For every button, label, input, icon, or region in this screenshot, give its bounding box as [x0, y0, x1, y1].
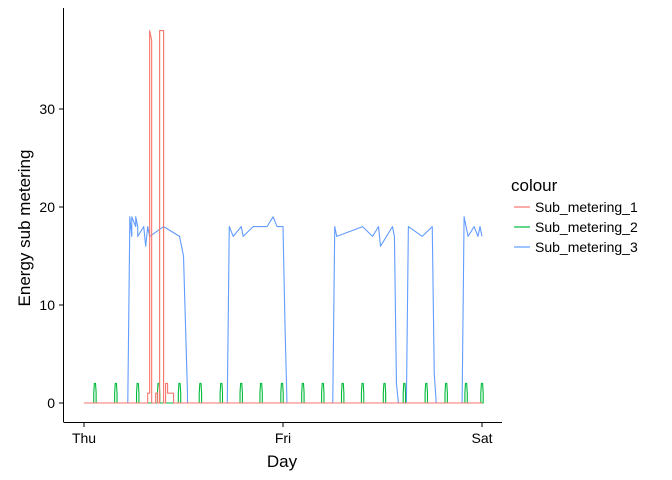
sub-metering-3-legend-label: Sub_metering_3	[535, 239, 638, 255]
y-ticks: 0 10 20 30	[39, 101, 64, 411]
y-tick-label: 10	[39, 297, 55, 313]
y-axis-title: Energy sub metering	[15, 150, 34, 307]
plot-area	[84, 30, 484, 404]
x-axis-title: Day	[267, 452, 298, 471]
axes: 0 10 20 30 Thu Fri Sat	[39, 8, 502, 446]
legend-title: colour	[511, 176, 558, 195]
sub-metering-2-legend-label: Sub_metering_2	[535, 219, 638, 235]
x-tick-label: Thu	[72, 430, 96, 446]
sub-metering-1-legend-label: Sub_metering_1	[535, 199, 638, 215]
x-tick-label: Fri	[275, 430, 291, 446]
y-tick-label: 20	[39, 199, 55, 215]
y-tick-label: 30	[39, 101, 55, 117]
x-tick-label: Sat	[471, 430, 492, 446]
x-ticks: Thu Fri Sat	[72, 422, 493, 446]
sub-metering-1-line	[84, 30, 482, 404]
sub-metering-2-line	[84, 382, 484, 404]
sub-metering-3-line	[84, 216, 483, 404]
y-tick-label: 0	[47, 395, 55, 411]
legend: colour Sub_metering_1 Sub_metering_2 Sub_m…	[511, 176, 638, 255]
